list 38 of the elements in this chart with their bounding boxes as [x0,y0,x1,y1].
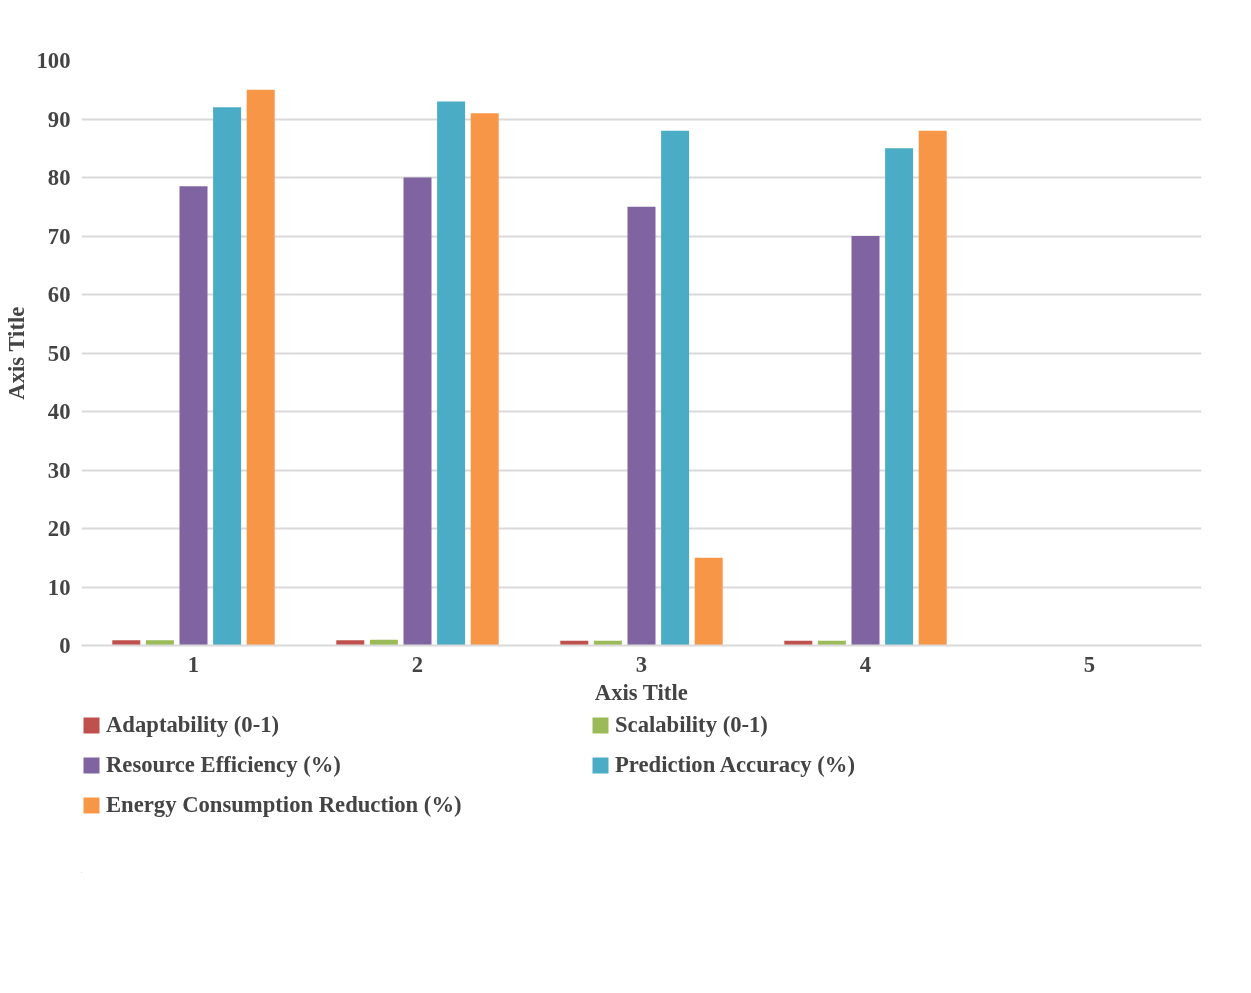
x-tick-label: 1 [187,651,200,677]
x-tick-label: 4 [859,651,872,677]
legend-label: Energy Consumption Reduction (%) [106,792,463,818]
bar [145,640,174,646]
y-tick-label: 90 [47,106,71,132]
bar [885,148,914,646]
x-tick-label: 5 [1083,651,1096,677]
bar [470,113,499,646]
bar [437,101,466,646]
y-tick-label: 0 [59,633,71,658]
x-axis-title: Axis Title [594,679,688,705]
y-tick-label: 20 [47,516,71,541]
y-tick-label: 50 [47,340,71,366]
x-tick-label: 2 [411,651,424,677]
y-tick-label: 30 [47,457,71,483]
y-tick-label: 100 [36,48,71,73]
bar [661,130,690,646]
bar [918,130,947,646]
bar [112,640,141,646]
bar [403,177,432,646]
legend-label: Resource Efficiency (%) [106,752,342,778]
bar [246,89,275,646]
y-axis-title: Axis Title [3,306,29,400]
y-tick-label: 70 [47,223,71,249]
bar [179,186,208,646]
y-tick-label: 10 [47,574,71,600]
x-tick-label: 3 [635,651,648,677]
bar [627,206,656,646]
legend-label: Scalability (0-1) [615,712,769,738]
bar [336,640,365,646]
y-tick-label: 40 [47,399,71,424]
y-tick-label: 80 [47,165,71,190]
bar [213,107,242,646]
legend-label: Adaptability (0-1) [106,712,281,738]
bar [694,557,723,646]
y-tick-label: 60 [47,282,71,307]
bar [851,236,880,646]
legend-label: Prediction Accuracy (%) [615,752,856,778]
